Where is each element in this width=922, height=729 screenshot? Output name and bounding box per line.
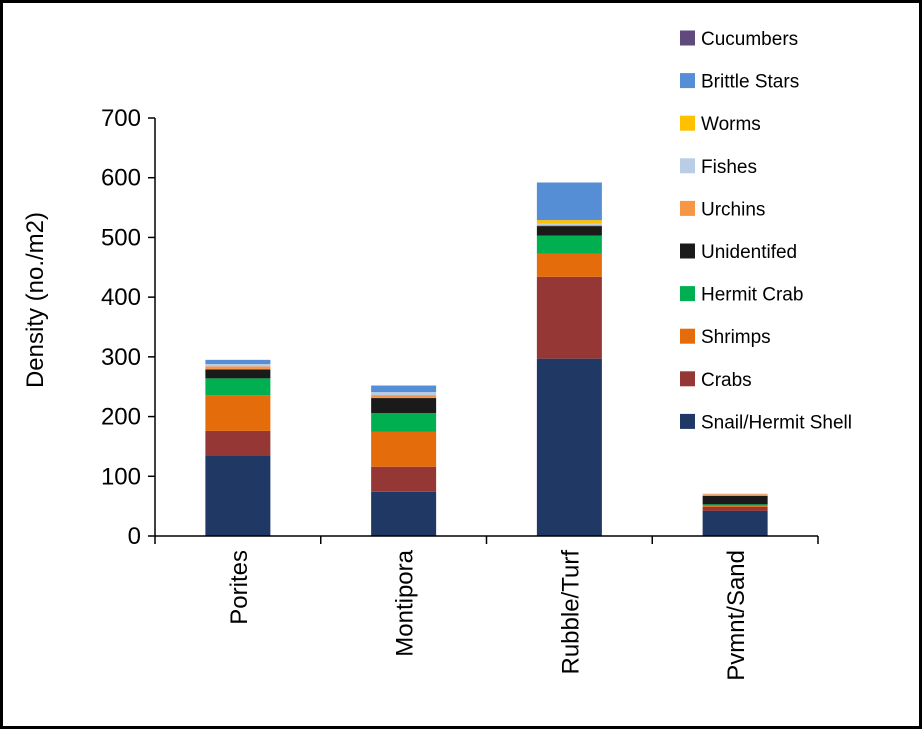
- legend-label: Urchins: [701, 199, 765, 220]
- x-category-labels: Porites Montipora Rubble/Turf Pvmnt/Sand: [226, 549, 750, 680]
- bar-segment: [205, 455, 271, 536]
- bar-segment: [536, 226, 602, 236]
- bar-segment: [205, 369, 271, 379]
- bar-segment: [702, 495, 768, 505]
- y-tick-label: 0: [128, 523, 141, 550]
- legend-swatch: [680, 371, 695, 387]
- legend-swatch: [680, 413, 695, 429]
- y-tick-label: 300: [101, 344, 141, 371]
- bar-segment: [536, 358, 602, 536]
- bar-segment: [536, 253, 602, 277]
- x-category-label: Pvmnt/Sand: [723, 550, 750, 681]
- legend-label: Snail/Hermit Shell: [701, 412, 852, 433]
- legend-swatch: [680, 243, 695, 259]
- legend-swatch: [680, 200, 695, 216]
- legend: Cucumbers Brittle Stars Worms Fishes Urchins…: [680, 29, 852, 433]
- legend-label: Cucumbers: [701, 29, 798, 50]
- bar-segment: [371, 398, 437, 413]
- legend-label: Hermit Crab: [701, 285, 803, 306]
- bar-segment: [536, 235, 602, 254]
- legend-swatch: [680, 30, 695, 46]
- x-category-label: Montipora: [392, 549, 419, 656]
- legend-swatch: [680, 73, 695, 89]
- bars-layer: [205, 182, 768, 536]
- bar-segment: [371, 431, 437, 467]
- bar-segment: [536, 220, 602, 224]
- legend-swatch: [680, 286, 695, 302]
- bar-segment: [536, 224, 602, 227]
- x-category-label: Rubble/Turf: [557, 550, 584, 675]
- legend-swatch: [680, 158, 695, 174]
- bar-segment: [702, 510, 768, 536]
- bar-segment: [371, 466, 437, 492]
- bar-segment: [205, 378, 271, 396]
- legend-swatch: [680, 328, 695, 344]
- bar-segment: [702, 504, 768, 506]
- y-tick-label: 700: [101, 105, 141, 132]
- bar-segment: [702, 493, 768, 495]
- y-tick-labels: 0 100 200 300 400 500 600 700: [101, 105, 141, 550]
- bar-segment: [371, 491, 437, 536]
- y-axis-label: Density (no./m2): [22, 212, 49, 388]
- legend-swatch: [680, 115, 695, 131]
- bar-segment: [205, 359, 271, 365]
- bar-segment: [536, 276, 602, 359]
- bar-segment: [371, 385, 437, 393]
- legend-label: Brittle Stars: [701, 72, 799, 93]
- bar-segment: [205, 366, 271, 370]
- bar-segment: [536, 223, 602, 225]
- bar-segment: [702, 505, 768, 507]
- legend-label: Unidentifed: [701, 242, 797, 263]
- bar-segment: [205, 395, 271, 431]
- bar-segment: [702, 506, 768, 511]
- y-tick-label: 400: [101, 284, 141, 311]
- y-tick-label: 500: [101, 224, 141, 251]
- legend-label: Crabs: [701, 370, 752, 391]
- y-tick-label: 200: [101, 404, 141, 431]
- legend-label: Shrimps: [701, 327, 771, 348]
- bar-segment: [205, 430, 271, 456]
- y-tick-label: 100: [101, 463, 141, 490]
- bar-segment: [536, 182, 602, 221]
- legend-label: Fishes: [701, 157, 757, 178]
- bar-segment: [371, 412, 437, 432]
- bar-segment: [371, 395, 437, 399]
- axes-layer: [148, 117, 819, 544]
- bar-segment: [205, 364, 271, 367]
- x-category-label: Porites: [226, 550, 253, 625]
- bar-segment: [702, 494, 768, 496]
- y-tick-label: 600: [101, 165, 141, 192]
- bar-segment: [371, 392, 437, 396]
- legend-label: Worms: [701, 114, 761, 135]
